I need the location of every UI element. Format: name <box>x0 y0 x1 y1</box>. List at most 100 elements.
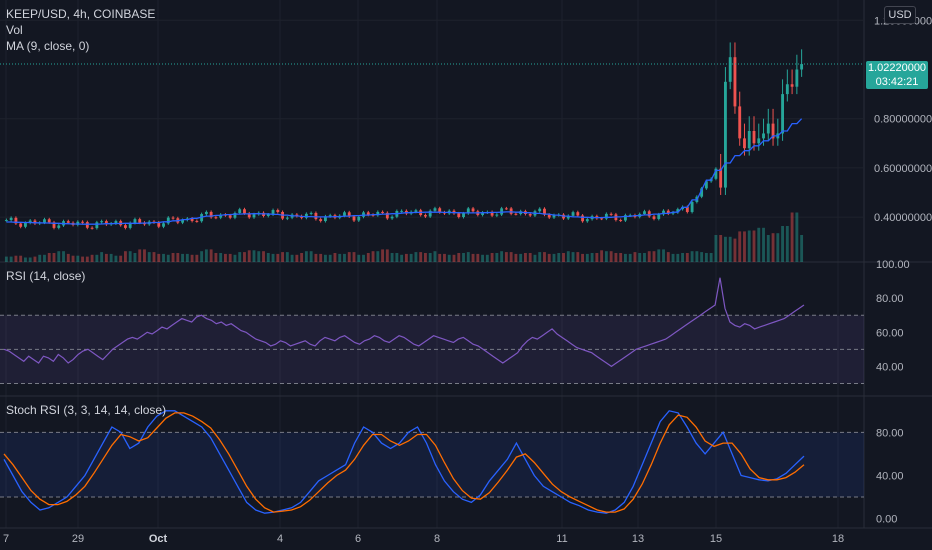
price-tick-label: 0.60000000 <box>874 163 932 175</box>
candle <box>347 212 351 217</box>
volume-bar <box>119 255 123 262</box>
candle <box>547 214 551 218</box>
candle <box>604 213 608 219</box>
last-price-tag: 1.02220000 03:42:21 <box>866 61 928 89</box>
volume-bar <box>209 249 213 262</box>
volume-bar <box>319 253 323 262</box>
time-tick-label: 11 <box>556 533 567 545</box>
candle <box>24 222 27 227</box>
candle <box>714 168 718 179</box>
symbol-legend[interactable]: KEEP/USD, 4h, COINBASE Vol MA (9, close,… <box>6 6 155 54</box>
ma-line <box>6 118 803 225</box>
time-tick-label: 8 <box>434 533 440 545</box>
volume-bar <box>100 252 104 262</box>
candle <box>9 217 13 221</box>
volume-bar <box>562 253 565 262</box>
volume-bar <box>104 253 108 262</box>
candle <box>400 210 404 212</box>
candle <box>209 211 213 218</box>
volume-bar <box>566 251 570 262</box>
volume-bar <box>266 253 270 262</box>
volume-bar <box>204 249 208 262</box>
volume-bar <box>395 253 399 262</box>
candle <box>424 215 427 217</box>
candle <box>376 211 380 216</box>
last-price-value: 1.02220000 <box>867 62 927 74</box>
symbol-line[interactable]: KEEP/USD, 4h, COINBASE <box>6 7 156 21</box>
rsi-legend[interactable]: RSI (14, close) <box>6 269 86 283</box>
candle <box>166 217 170 224</box>
candle <box>728 57 732 82</box>
volume-bar <box>633 252 637 262</box>
candle <box>509 208 513 214</box>
volume-bar <box>752 230 756 262</box>
volume-bar <box>76 255 80 262</box>
candle <box>438 208 442 213</box>
candle <box>652 216 656 219</box>
volume-bar <box>219 253 223 262</box>
volume-bar <box>247 250 251 262</box>
candle <box>609 213 613 215</box>
volume-bar <box>757 227 761 262</box>
candle <box>462 213 465 218</box>
candle <box>233 212 237 218</box>
volume-bar <box>543 252 546 262</box>
candle <box>552 215 556 218</box>
volume-bar <box>481 254 484 262</box>
time-tick-label: 4 <box>277 533 283 545</box>
candle <box>719 168 723 188</box>
volume-bar <box>214 253 218 262</box>
candle <box>66 221 70 223</box>
volume-bar <box>762 227 765 262</box>
stoch-tick-label: 40.00 <box>876 470 904 482</box>
time-tick-label: 6 <box>355 533 361 545</box>
volume-bar <box>357 254 361 262</box>
volume-bar <box>538 252 542 262</box>
volume-bar <box>33 256 37 262</box>
candle <box>157 222 161 227</box>
volume-bar <box>409 253 413 262</box>
volume-bar <box>652 251 656 262</box>
bar-countdown: 03:42:21 <box>875 76 919 88</box>
volume-bar <box>776 233 780 262</box>
volume-bar <box>385 249 389 262</box>
candle <box>314 212 318 220</box>
volume-bar <box>195 254 199 262</box>
candle <box>390 216 394 219</box>
candle <box>771 123 775 139</box>
candle <box>138 219 142 223</box>
volume-bar <box>604 251 608 262</box>
candle <box>309 212 313 214</box>
volume-bar <box>128 251 132 262</box>
price-tick-label: 0.40000000 <box>874 212 932 224</box>
candle <box>371 214 375 216</box>
stoch-rsi-legend[interactable]: Stoch RSI (3, 3, 14, 14, close) <box>6 403 167 417</box>
candle <box>781 94 784 134</box>
candle <box>676 209 680 213</box>
ma-legend[interactable]: MA (9, close, 0) <box>6 39 90 53</box>
volume-bar <box>190 254 194 262</box>
volume-bar <box>157 253 161 262</box>
volume-bar <box>57 251 61 262</box>
volume-bar <box>62 251 65 262</box>
volume-legend[interactable]: Vol <box>6 23 23 37</box>
stoch-k-line <box>3 410 805 514</box>
volume-bar <box>300 253 304 262</box>
volume-bar <box>304 251 308 262</box>
volume-bar <box>271 253 275 262</box>
candle <box>14 217 18 224</box>
volume-bar <box>66 253 70 262</box>
volume-bar <box>671 253 675 262</box>
candle <box>352 216 356 221</box>
candle <box>124 225 127 228</box>
currency-button[interactable]: USD <box>884 6 916 24</box>
candle <box>628 215 632 217</box>
candle <box>195 220 199 222</box>
candle <box>585 219 589 222</box>
volume-bar <box>314 253 318 262</box>
volume-bar <box>43 254 46 262</box>
volume-bar <box>585 253 589 262</box>
candle <box>666 210 670 214</box>
candle <box>514 213 518 215</box>
